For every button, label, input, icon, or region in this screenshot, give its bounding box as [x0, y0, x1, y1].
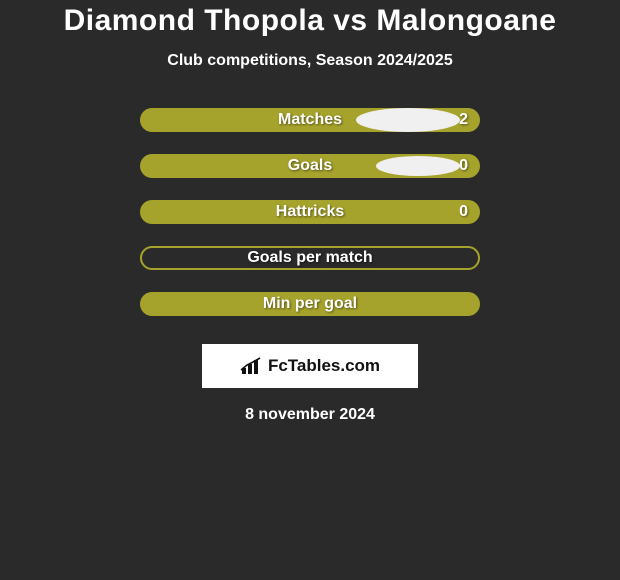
stat-bar: Min per goal: [140, 292, 480, 316]
brand-text: FcTables.com: [268, 356, 380, 376]
right-ellipse: [356, 108, 460, 132]
stat-label: Min per goal: [263, 295, 357, 313]
stat-row: Hattricks 0: [140, 200, 480, 224]
brand-inner: FcTables.com: [240, 356, 380, 376]
subtitle: Club competitions, Season 2024/2025: [167, 52, 452, 70]
date-text: 8 november 2024: [245, 406, 375, 424]
stat-row: Goals 0: [140, 154, 480, 178]
brand-box: FcTables.com: [202, 344, 418, 388]
stat-value: 0: [459, 157, 468, 175]
stat-label: Goals per match: [247, 249, 372, 267]
stat-row: Goals per match: [140, 246, 480, 270]
stat-label: Goals: [288, 157, 332, 175]
page-title: Diamond Thopola vs Malongoane: [64, 4, 557, 38]
stat-value: 0: [459, 203, 468, 221]
stat-row: Matches 2: [140, 108, 480, 132]
stat-row: Min per goal: [140, 292, 480, 316]
stat-label: Hattricks: [276, 203, 344, 221]
stat-rows: Matches 2 Goals 0 Hattricks 0 Goals per match M…: [140, 108, 480, 338]
stat-bar: Goals per match: [140, 246, 480, 270]
bar-chart-icon: [240, 356, 266, 376]
comparison-card: Diamond Thopola vs Malongoane Club compe…: [0, 0, 620, 424]
right-ellipse: [376, 156, 460, 176]
stat-value: 2: [459, 111, 468, 129]
stat-bar: Hattricks 0: [140, 200, 480, 224]
stat-label: Matches: [278, 111, 342, 129]
